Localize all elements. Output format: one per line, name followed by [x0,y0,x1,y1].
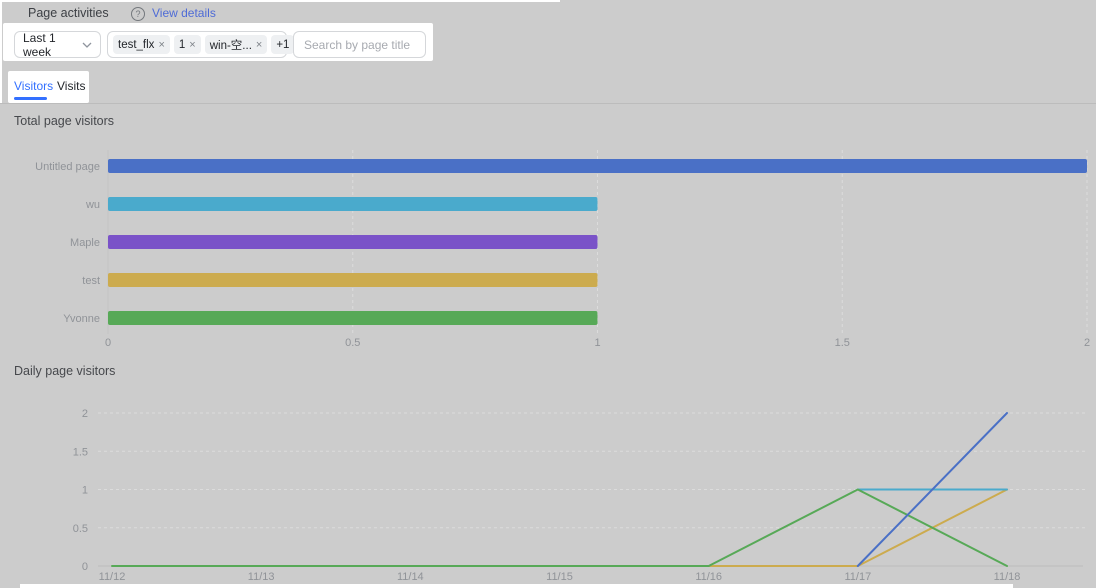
tab-visits[interactable]: Visits [57,79,86,93]
bar-x-tick-label: 1 [594,337,600,349]
bar-x-tick-label: 0 [105,337,111,349]
window-edge-left [0,0,2,104]
bar-category-label: wu [85,199,100,211]
chevron-down-icon [82,42,92,48]
bar-yvonne [108,311,598,325]
view-details-link[interactable]: View details [152,6,216,20]
line-x-tick-label: 11/15 [546,571,573,583]
remove-tag-icon[interactable]: × [255,38,263,51]
total-page-visitors-chart: 0 0.5 1 1.5 2 Untitled page wu Maple test Yvonne [35,150,1090,349]
bar-chart-title: Total page visitors [14,114,115,128]
bar-x-tick-label: 0.5 [345,337,360,349]
line-x-tick-label: 11/12 [99,571,126,583]
line-y-tick-label: 1 [82,485,88,497]
help-icon[interactable]: ? [131,7,145,21]
filter-tag: win-空... × [204,35,268,54]
filter-tag: 1 × [173,35,201,54]
bar-maple [108,235,598,249]
line-y-tick-label: 0 [82,561,88,573]
line-y-tick-label: 2 [82,408,88,420]
filter-tag-label: test_flx [118,38,155,51]
line-y-tick-label: 0.5 [73,523,88,535]
window-edge-top [0,0,560,2]
bar-x-tick-label: 1.5 [835,337,850,349]
line-y-tick-label: 1.5 [73,446,88,458]
active-tab-underline [14,97,47,100]
time-range-dropdown[interactable]: Last 1 week [14,30,101,59]
daily-page-visitors-chart: 0 0.5 1 1.5 2 11/12 11/13 11/14 11/15 11/16 11/17 1… [73,408,1086,583]
window-edge-bottom [20,584,1013,588]
bar-category-label: Untitled page [35,161,100,173]
remove-tag-icon[interactable]: × [158,38,165,51]
tabs-divider [0,103,1096,104]
filter-overflow-badge[interactable]: +1 [271,35,295,54]
line-x-tick-label: 11/17 [844,571,871,583]
bar-x-tick-label: 2 [1084,337,1090,349]
time-range-value: Last 1 week [23,30,56,59]
line-x-tick-label: 11/16 [695,571,722,583]
bar-category-label: Maple [70,237,100,249]
bar-untitled-page [108,159,1087,173]
bar-category-label: test [82,275,100,287]
line-x-tick-label: 11/13 [248,571,275,583]
remove-tag-icon[interactable]: × [189,38,196,51]
page-title: Page activities [28,6,109,20]
line-series-yvonne [111,488,1008,567]
filter-tag-label: 1 [178,38,186,51]
line-x-tick-label: 11/14 [397,571,424,583]
filter-tag-label: win-空... [209,39,252,52]
line-x-tick-label: 11/18 [994,571,1021,583]
filter-tag: test_flx × [113,35,170,54]
bar-test [108,273,598,287]
page-filter-select[interactable]: test_flx × 1 × win-空... × +1 [107,31,308,58]
page-search [293,31,426,58]
search-input[interactable] [293,31,426,58]
tab-visitors[interactable]: Visitors [14,79,54,93]
line-chart-title: Daily page visitors [14,364,116,378]
bar-category-label: Yvonne [63,313,100,325]
bar-wu [108,197,598,211]
line-series-untitled-page [856,412,1008,567]
